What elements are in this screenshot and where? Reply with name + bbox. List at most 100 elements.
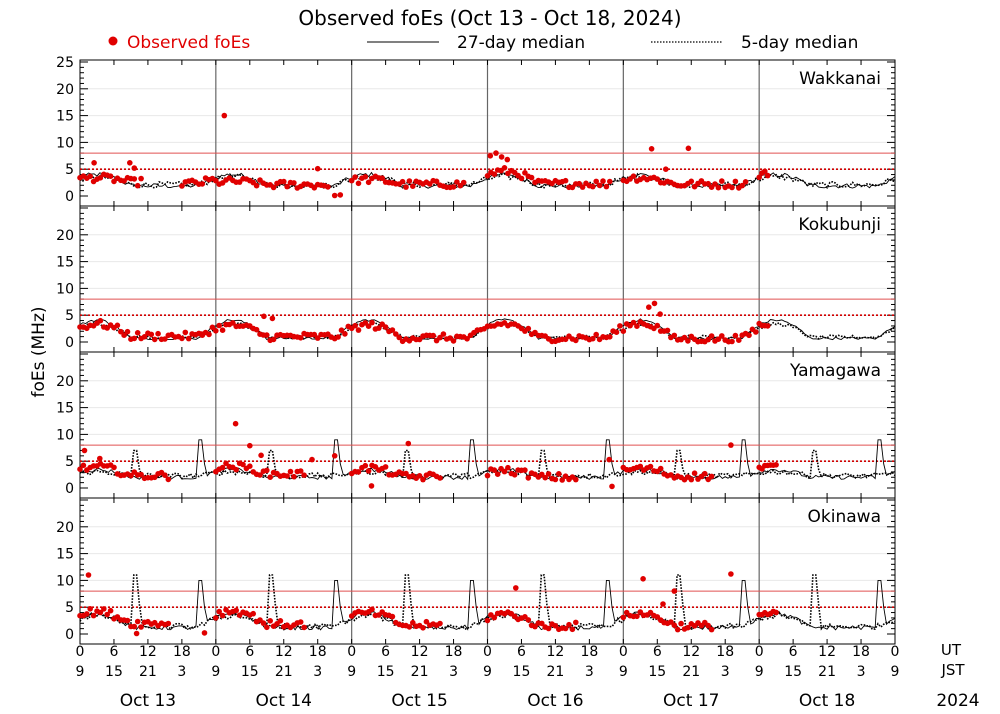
observed-point <box>593 178 599 185</box>
observed-point <box>261 313 267 320</box>
observed-point <box>648 146 655 152</box>
observed-point <box>267 474 274 481</box>
observed-point <box>712 181 718 187</box>
observed-point <box>216 322 222 329</box>
observed-point <box>331 453 338 459</box>
observed-point <box>233 607 239 614</box>
observed-point <box>331 192 338 199</box>
observed-point <box>81 447 88 454</box>
observed-point <box>728 442 734 448</box>
observed-point <box>219 612 226 619</box>
observed-point <box>301 624 307 631</box>
observed-point <box>213 177 219 184</box>
station-label: Wakkanai <box>799 69 881 89</box>
observed-point <box>736 337 742 344</box>
observed-point <box>674 626 681 633</box>
day-label: Oct 15 <box>391 691 447 711</box>
ut-tick-label: 18 <box>173 644 191 660</box>
observed-point <box>314 165 321 172</box>
observed-point <box>691 470 698 477</box>
ut-tick-label: 12 <box>818 644 836 660</box>
observed-point <box>732 178 739 185</box>
y-tick-label: 0 <box>65 189 74 205</box>
observed-point <box>545 471 552 477</box>
observed-point <box>87 173 93 180</box>
observed-point <box>742 179 749 185</box>
observed-point <box>325 184 331 190</box>
observed-point <box>406 624 413 630</box>
observed-point <box>247 463 253 470</box>
y-tick-label: 10 <box>56 135 74 151</box>
y-tick-label: 15 <box>56 401 74 417</box>
observed-point <box>729 184 735 191</box>
observed-point <box>258 452 264 459</box>
observed-point <box>590 335 596 342</box>
observed-point <box>671 332 678 339</box>
observed-point <box>573 337 579 344</box>
observed-point <box>491 614 498 621</box>
jst-tick-label: 21 <box>547 664 565 680</box>
ut-tick-label: 18 <box>580 644 598 660</box>
jst-tick-label: 21 <box>818 664 836 680</box>
observed-point <box>671 588 678 594</box>
observed-point <box>281 178 287 185</box>
observed-point <box>270 184 277 191</box>
observed-point <box>654 322 661 329</box>
observed-point <box>593 331 599 338</box>
observed-point <box>382 464 389 470</box>
jst-tick-label: 9 <box>76 664 85 680</box>
ut-tick-label: 0 <box>76 644 85 660</box>
y-tick-label: 5 <box>65 600 74 616</box>
year-label: 2024 <box>936 691 979 711</box>
observed-point <box>264 467 270 474</box>
observed-point <box>501 468 508 475</box>
observed-point <box>764 323 771 329</box>
observed-point <box>342 331 348 337</box>
day-label: Oct 14 <box>256 691 312 711</box>
observed-point <box>600 178 606 184</box>
observed-point <box>155 330 161 337</box>
legend-observed-label: Observed foEs <box>127 33 250 53</box>
observed-point <box>430 332 437 339</box>
observed-point <box>179 183 185 189</box>
observed-point <box>148 331 155 338</box>
panel-wakkanai: 0 5 10 15 20 25 Wakkanai <box>56 55 896 207</box>
jst-tick-label: 9 <box>347 664 356 680</box>
observed-point <box>107 173 114 179</box>
y-tick-label: 5 <box>65 162 74 178</box>
observed-point <box>118 328 124 335</box>
station-panels: 0 5 10 15 20 25 Wakkanai 0 5 10 15 20 Kokubunji 0 5 10 1… <box>56 55 896 645</box>
observed-point <box>97 609 104 616</box>
observed-point <box>141 334 148 340</box>
day-label: Oct 18 <box>799 691 855 711</box>
observed-point <box>396 334 403 341</box>
ut-tick-label: 6 <box>653 644 662 660</box>
ut-tick-label: 6 <box>517 644 526 660</box>
observed-point <box>151 336 158 343</box>
observed-point <box>664 327 671 334</box>
jst-tick-label: 15 <box>513 664 531 680</box>
ut-tick-label: 6 <box>245 644 254 660</box>
observed-point <box>420 625 426 631</box>
observed-point <box>620 614 627 621</box>
y-tick-label: 20 <box>56 374 74 390</box>
y-tick-label: 5 <box>65 454 74 470</box>
observed-point <box>362 174 369 180</box>
observed-point <box>450 184 457 190</box>
y-tick-label: 0 <box>65 335 74 351</box>
observed-point <box>732 332 739 339</box>
observed-point <box>368 483 375 489</box>
observed-point <box>165 476 172 483</box>
observed-point <box>362 462 369 469</box>
observed-point <box>566 621 572 628</box>
jst-tick-label: 9 <box>483 664 492 680</box>
x-axis: UT JST 2024 0 6 12 18 0 6 12 18 0 6 12 18 0 6 12 18 0 6 12… <box>76 641 980 711</box>
ut-tick-label: 12 <box>682 644 700 660</box>
station-label: Okinawa <box>808 507 881 527</box>
observed-point <box>528 174 535 181</box>
observed-point <box>284 473 290 479</box>
observed-point <box>607 334 613 340</box>
observed-point <box>131 165 138 171</box>
observed-point <box>433 178 440 185</box>
observed-point <box>762 168 768 175</box>
